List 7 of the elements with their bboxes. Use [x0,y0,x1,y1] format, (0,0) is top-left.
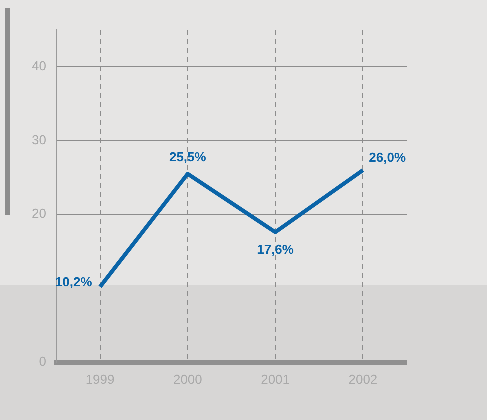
data-label: 26,0% [369,150,406,165]
data-label: 17,6% [257,242,294,257]
data-label: 10,2% [55,274,93,290]
y-tick-label: 40 [32,58,46,74]
data-label: 25,5% [169,150,207,165]
y-tick-label: 30 [32,132,46,148]
y-tick-label: 20 [32,206,46,222]
